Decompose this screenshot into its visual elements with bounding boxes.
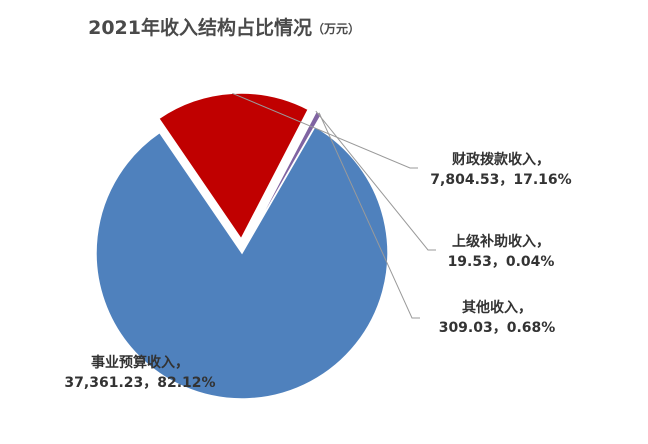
data-label-2: 财政拨款收入， 7,804.53，17.16% <box>430 151 571 188</box>
leader-line-3 <box>315 110 436 251</box>
data-label-name: 其他收入， <box>462 299 532 316</box>
data-label-value: 19.53，0.04% <box>448 254 555 270</box>
data-label-name: 上级补助收入， <box>452 233 550 250</box>
data-label-3: 上级补助收入， 19.53，0.04% <box>448 233 555 270</box>
leader-lines <box>232 92 436 319</box>
data-label-name: 事业预算收入， <box>91 354 189 371</box>
chart-subtitle: （万元） <box>312 21 360 36</box>
data-label-value: 7,804.53，17.16% <box>430 172 571 188</box>
leader-line-2 <box>232 92 418 169</box>
data-label-4: 其他收入， 309.03，0.68% <box>439 299 556 336</box>
data-label-1: 事业预算收入， 37,361.23，82.12% <box>64 354 215 391</box>
leader-line-4 <box>318 112 420 319</box>
pie-slice-1 <box>95 125 389 400</box>
pie-slices <box>95 92 389 400</box>
data-labels: 事业预算收入， 37,361.23，82.12% 财政拨款收入， 7,804.53，1… <box>64 151 571 391</box>
data-label-value: 37,361.23，82.12% <box>64 375 215 391</box>
chart-title: 2021年收入结构占比情况 <box>88 16 312 39</box>
data-label-name: 财政拨款收入， <box>451 151 550 168</box>
data-label-value: 309.03，0.68% <box>439 320 556 336</box>
